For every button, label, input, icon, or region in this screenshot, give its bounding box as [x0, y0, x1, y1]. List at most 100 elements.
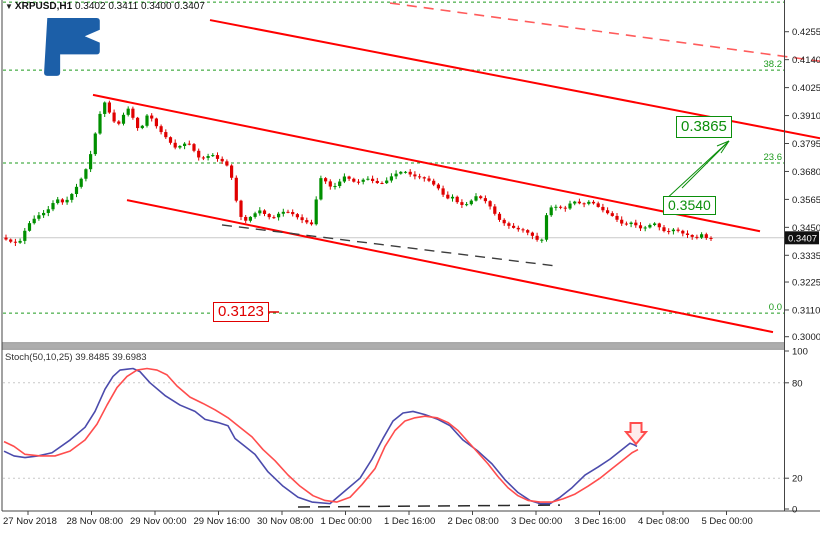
candle-bear [107, 102, 111, 113]
candle-bull [140, 125, 144, 129]
candle-bull [84, 169, 88, 179]
candle-bear [262, 210, 267, 214]
candle-bull [145, 115, 149, 126]
candle-bear [507, 223, 511, 226]
candle-bear [220, 158, 224, 162]
candle-bear [187, 143, 191, 145]
chart-title: ▼ XRPUSD,H1 0.3402 0.3411 0.3400 0.3407 [5, 1, 205, 12]
projection-arrow[interactable] [663, 140, 730, 202]
target-price-label[interactable]: 0.3865 [676, 116, 732, 138]
symbol-dropdown-icon[interactable]: ▼ [5, 2, 13, 11]
candle-bear [117, 121, 121, 124]
candle-bull [319, 178, 323, 200]
panel-separator[interactable] [2, 344, 784, 348]
candle-bull [121, 114, 126, 124]
candle-bull [629, 222, 633, 225]
candle-bear [371, 178, 375, 181]
candle-bear [695, 236, 699, 238]
support-price-label[interactable]: 0.3123 [213, 302, 269, 322]
candle-bear [634, 222, 638, 226]
candle-bear [497, 213, 502, 220]
candle-bear [526, 230, 530, 233]
candle-bear [230, 165, 234, 178]
support-trendline-line[interactable] [221, 224, 557, 267]
projection-arrow-line2[interactable] [681, 140, 730, 189]
breakout-price-label[interactable]: 0.3540 [663, 196, 716, 215]
candle-bull [70, 194, 74, 200]
candle-bear [591, 201, 596, 204]
candle-bear [582, 203, 586, 205]
candle-bull [74, 186, 79, 195]
candle-bear [225, 161, 229, 166]
candle-bear [168, 137, 173, 143]
price-axis-label: 0.3450 [792, 223, 820, 234]
candle-bull [549, 207, 553, 216]
candle-bull [385, 180, 389, 184]
candle-bull [465, 204, 469, 206]
candle-bull [394, 173, 398, 177]
candle-bear [173, 142, 177, 148]
time-axis-label: 1 Dec 16:00 [384, 516, 435, 527]
upper-channel-inner-line[interactable] [92, 93, 761, 233]
candle-bull [37, 215, 41, 219]
candle-bull [46, 209, 50, 213]
fib-levels[interactable]: 38.2 23.6 0.0 [3, 1, 784, 314]
candle-bull [469, 200, 473, 205]
candle-bear [662, 227, 666, 232]
candle-bear [159, 126, 163, 133]
price-axis-label: 0.3680 [792, 167, 820, 178]
candle-bear [432, 180, 436, 185]
lower-channel-line[interactable] [126, 199, 774, 334]
candle-bear [154, 118, 158, 127]
outer-dashed-channel-line[interactable] [389, 2, 820, 63]
candle-bull [587, 201, 591, 204]
price-axis-label: 0.3795 [792, 139, 820, 150]
stoch-main-line [3, 367, 638, 505]
candle-bear [324, 178, 328, 182]
stochastic-indicator-label: Stoch(50,10,25) 39.8485 39.6983 [5, 352, 147, 363]
stoch-scale: 100 80 20 0 [784, 347, 808, 516]
price-axis-label: 0.4025 [792, 83, 820, 94]
projection-arrow-line[interactable] [663, 140, 730, 202]
candle-bear [197, 150, 201, 158]
candle-bear [596, 203, 600, 207]
candle-bear [667, 231, 671, 233]
time-axis-label: 30 Nov 08:00 [257, 516, 314, 527]
candle-bear [685, 233, 690, 236]
candle-bull [648, 224, 652, 228]
candle-bull [23, 230, 27, 241]
candle-bear [460, 202, 464, 205]
candle-bear [690, 235, 694, 237]
candle-bear [309, 222, 314, 225]
stoch-support-dashed-line[interactable] [297, 504, 561, 508]
price-axis-label: 0.3225 [792, 278, 820, 289]
candle-bull [474, 196, 478, 201]
candle-bear [272, 217, 276, 219]
candle-bear [239, 200, 243, 217]
candle-bull [277, 213, 281, 218]
candle-bear [427, 178, 431, 181]
candle-bull [253, 213, 257, 217]
candle-bear [638, 225, 643, 229]
time-axis-label: 3 Dec 16:00 [575, 516, 626, 527]
time-axis-label: 4 Dec 08:00 [638, 516, 689, 527]
candle-bull [56, 199, 60, 204]
candle-bull [700, 234, 704, 238]
candle-bear [356, 181, 361, 183]
candle-bull [79, 178, 83, 187]
candle-bear [4, 237, 8, 240]
candle-bear [150, 115, 154, 119]
candle-bull [206, 156, 210, 158]
candle-bull [366, 178, 370, 180]
candle-bear [483, 198, 487, 202]
stoch-scale-label: 80 [792, 378, 803, 389]
candle-bear [408, 171, 412, 175]
candle-bear [215, 155, 220, 159]
candle-bull [281, 211, 285, 214]
sell-signal-arrow-icon[interactable] [623, 422, 649, 446]
candle-bull [248, 216, 252, 221]
candle-bear [530, 232, 534, 236]
